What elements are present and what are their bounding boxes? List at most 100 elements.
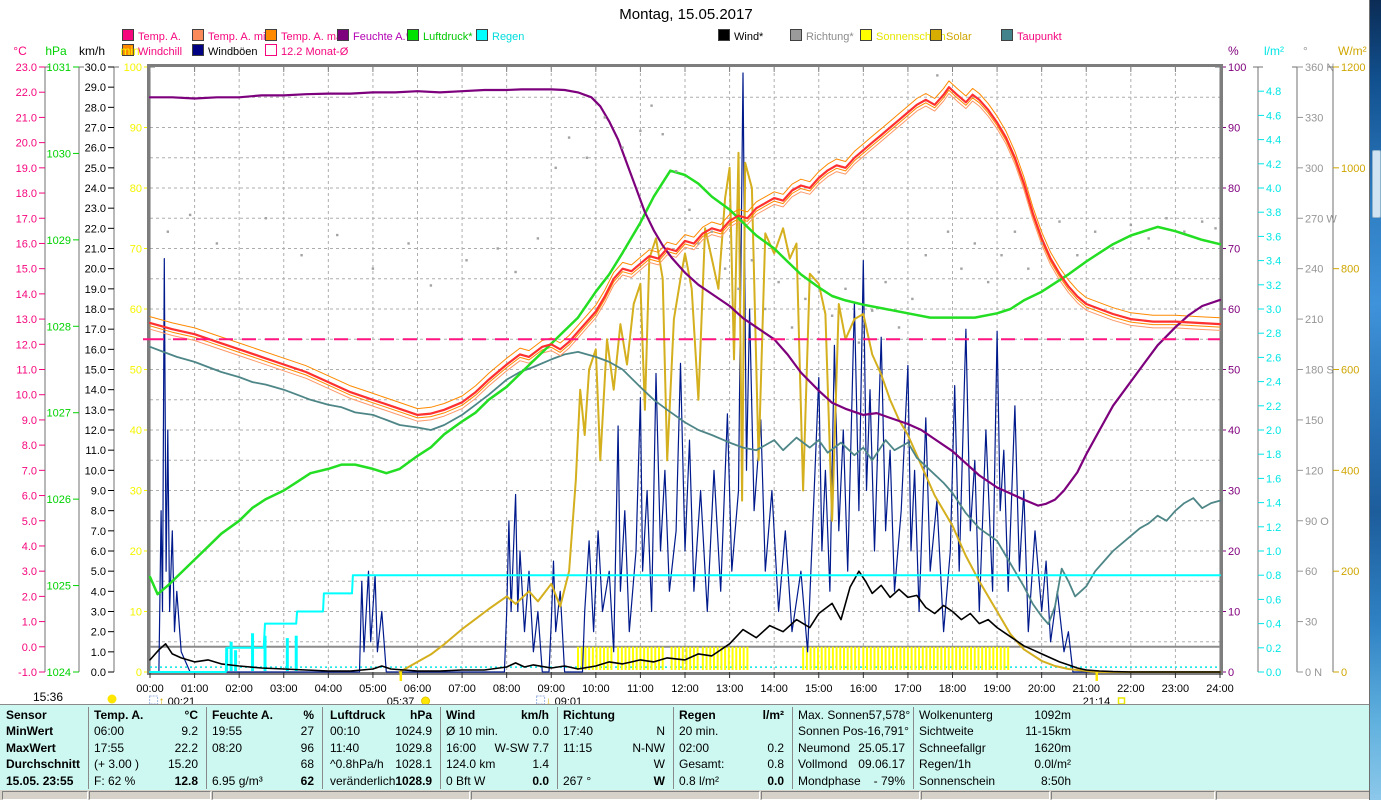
- svg-text:16:00: 16:00: [850, 683, 878, 695]
- svg-text:14.0: 14.0: [16, 289, 37, 301]
- svg-text:2.4: 2.4: [1266, 377, 1281, 389]
- table-cell-label: ^0.8hPa/h: [330, 757, 384, 772]
- svg-text:18.0: 18.0: [16, 188, 37, 200]
- table-cell-label: 17:55: [94, 740, 125, 755]
- table-cell-label: Neumond: [798, 740, 851, 755]
- table-row: MinWert: [6, 723, 84, 739]
- svg-text:25.0: 25.0: [85, 163, 106, 175]
- scrollbar-thumb[interactable]: [1372, 150, 1381, 218]
- table-cell-value: 57,578°: [868, 708, 911, 722]
- svg-text:90 O: 90 O: [1305, 516, 1329, 528]
- table-column-2: Feuchte A.% 19:55 27 08:20 96 68 6.95 g/m³ 62: [212, 707, 314, 789]
- table-cell-label: Schneefallgr: [919, 740, 986, 755]
- svg-text:08:00: 08:00: [493, 683, 521, 695]
- legend-label: Windböen: [208, 46, 258, 58]
- svg-text:1024: 1024: [47, 667, 71, 679]
- legend-item-windchill: Windchill: [122, 44, 182, 58]
- table-cell-value: 22.2: [174, 740, 198, 755]
- svg-text:09:01: 09:01: [555, 696, 583, 704]
- annotation-21-14: 21:14: [1083, 696, 1126, 704]
- series-richtung: [166, 74, 1217, 344]
- table-cell-label: Sonnen Pos: [798, 724, 864, 739]
- svg-text:2.8: 2.8: [1266, 328, 1281, 340]
- svg-text:210: 210: [1305, 314, 1323, 326]
- legend-swatch: [265, 44, 277, 56]
- svg-text:3.0: 3.0: [22, 566, 37, 578]
- svg-text:2.0: 2.0: [22, 591, 37, 603]
- svg-text:06:00: 06:00: [404, 683, 432, 695]
- svg-text:3.0: 3.0: [91, 607, 106, 619]
- svg-text:360 N: 360 N: [1305, 62, 1334, 74]
- svg-text:80: 80: [1228, 183, 1240, 195]
- desktop-background-strip: [1369, 0, 1381, 800]
- svg-text:02:00: 02:00: [225, 683, 253, 695]
- svg-text:8.0: 8.0: [91, 506, 106, 518]
- table-row: Sonnen Pos -16,791°: [798, 723, 909, 739]
- table-row: 02:00 0.2: [679, 740, 784, 756]
- table-row: 6.95 g/m³ 62: [212, 773, 314, 789]
- legend-label: Sonnenschein: [876, 31, 946, 43]
- legend-item-regen: Regen: [476, 29, 524, 43]
- svg-text:70: 70: [130, 244, 142, 256]
- svg-text:5.0: 5.0: [91, 566, 106, 578]
- legend-swatch: [930, 29, 942, 41]
- svg-text:2.0: 2.0: [91, 627, 106, 639]
- series-wind: [149, 570, 1221, 673]
- table-row: MaxWert: [6, 740, 84, 756]
- svg-text:11.0: 11.0: [85, 445, 106, 457]
- table-row: 19:55 27: [212, 723, 314, 739]
- svg-text:2.0: 2.0: [1266, 425, 1281, 437]
- table-column-0: Sensor MinWert MaxWert Durchschnitt 15.05. 2…: [6, 707, 84, 789]
- legend-item-taupunkt: Taupunkt: [1001, 29, 1062, 43]
- svg-text:60: 60: [1305, 566, 1317, 578]
- table-row: Wind km/h: [446, 707, 549, 723]
- table-row: 15.05. 23:55: [6, 773, 84, 789]
- svg-text:330: 330: [1305, 112, 1323, 124]
- svg-text:21:00: 21:00: [1072, 683, 1100, 695]
- svg-text:14.0: 14.0: [85, 385, 106, 397]
- series-feuchte-a-: [148, 88, 1222, 507]
- table-cell-value: 11-15km: [1025, 724, 1071, 739]
- svg-text:11.0: 11.0: [16, 365, 37, 377]
- table-cell-value: 0.0: [767, 773, 784, 788]
- table-cell-label: Sonnenschein: [919, 773, 996, 788]
- svg-text:3.0: 3.0: [1266, 304, 1281, 316]
- svg-text:4.8: 4.8: [1266, 86, 1281, 98]
- table-cell-value: 9.2: [181, 724, 198, 739]
- table-cell-label: Durchschnitt: [6, 757, 81, 772]
- svg-text:21.0: 21.0: [16, 112, 37, 124]
- legend-swatch: [265, 29, 277, 41]
- table-row: 17:55 22.2: [94, 740, 198, 756]
- svg-text:23.0: 23.0: [85, 203, 106, 215]
- svg-text:50: 50: [1228, 365, 1240, 377]
- svg-text:16.0: 16.0: [16, 238, 37, 250]
- svg-text:1027: 1027: [47, 408, 71, 420]
- svg-text:9.0: 9.0: [22, 415, 37, 427]
- svg-text:0.2: 0.2: [1266, 643, 1281, 655]
- svg-text:13.0: 13.0: [85, 405, 106, 417]
- table-row: Regen l/m²: [679, 707, 784, 723]
- table-row: Schneefallgr 1620m: [919, 740, 1071, 756]
- annotation-00-21: ↑ 00:21: [149, 694, 195, 704]
- svg-text:22.0: 22.0: [85, 223, 106, 235]
- table-cell-label: 20 min.: [679, 724, 719, 739]
- svg-text:03:00: 03:00: [270, 683, 298, 695]
- svg-text:17:00: 17:00: [894, 683, 922, 695]
- svg-text:20:00: 20:00: [1028, 683, 1056, 695]
- svg-text:150: 150: [1305, 415, 1323, 427]
- table-cell-label: 06:00: [94, 724, 125, 739]
- table-cell-label: Feuchte A.: [212, 708, 273, 722]
- series-windb-en: [149, 72, 1221, 673]
- table-cell-value: N-NW: [632, 740, 665, 755]
- svg-text:1028: 1028: [47, 321, 71, 333]
- svg-text:11:00: 11:00: [627, 683, 654, 695]
- svg-text:3.8: 3.8: [1266, 207, 1281, 219]
- table-cell-value: %: [303, 708, 314, 722]
- table-cell-label: Mondphase: [798, 773, 861, 788]
- legend-item-sonnenschein: Sonnenschein: [860, 29, 946, 43]
- table-cell-label: 17:40: [563, 724, 594, 739]
- svg-text:0: 0: [136, 667, 142, 679]
- table-column-1: Temp. A. °C 06:00 9.2 17:55 22.2 (+ 3.00 ) 15.2…: [94, 707, 198, 789]
- table-row: Regen/1h 0.0l/m²: [919, 756, 1071, 772]
- table-row: 16:00 W-SW 7.7: [446, 740, 549, 756]
